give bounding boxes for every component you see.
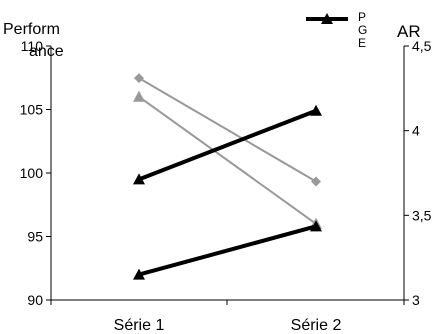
y2-tick-label: 3,5 xyxy=(412,207,432,223)
y-tick-label: 110 xyxy=(21,38,44,54)
x-tick-label: Série 1 xyxy=(114,317,165,334)
y-tick-label: 90 xyxy=(27,292,43,308)
axes xyxy=(46,45,409,305)
legend-label: G xyxy=(358,23,367,37)
y2-tick-label: 4 xyxy=(412,123,420,139)
series-line xyxy=(138,77,317,183)
data-point xyxy=(134,73,144,84)
y2-tick-label: 4,5 xyxy=(412,38,432,54)
data-point xyxy=(133,90,145,102)
labels-group: 90 95 100 105 110 3 3,5 4 4,5 Série 1 Série 2 Perfo… xyxy=(3,21,432,334)
data-point xyxy=(133,173,145,185)
series-line xyxy=(138,95,317,225)
series-line xyxy=(138,108,317,182)
y-axis-title: Perform xyxy=(3,21,60,38)
series-group xyxy=(133,73,322,280)
data-point xyxy=(310,220,322,232)
x-tick-label: Série 2 xyxy=(291,317,342,334)
y2-tick-label: 3 xyxy=(412,292,420,308)
data-point xyxy=(311,176,321,187)
y-tick-label: 100 xyxy=(20,165,44,181)
data-point xyxy=(321,13,333,24)
legend: PGE xyxy=(306,10,367,50)
y-tick-label: 105 xyxy=(20,102,44,118)
legend-label: P xyxy=(358,10,366,24)
series-line xyxy=(138,224,317,277)
y-tick-label: 95 xyxy=(27,229,43,245)
y-axis-title: ance xyxy=(29,43,64,60)
data-point xyxy=(310,104,322,116)
legend-label: E xyxy=(358,36,366,50)
data-point xyxy=(133,268,145,280)
y2-axis-title: AR xyxy=(397,22,421,41)
